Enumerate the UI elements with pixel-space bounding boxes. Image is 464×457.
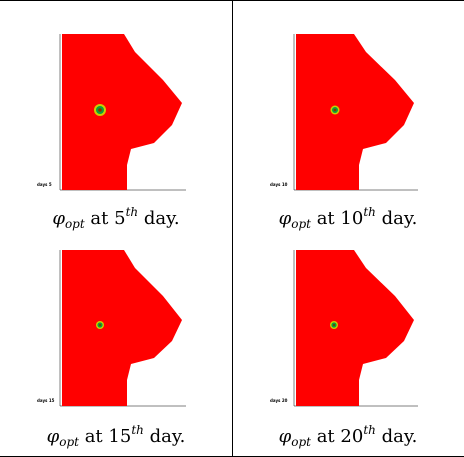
heatmap-plot-day-5: days 5 [37, 34, 186, 191]
day-label: days 20 [270, 398, 288, 403]
day-label: days 10 [270, 182, 288, 187]
figure-cell-day-15: days 15 φopt at 15th day. [0, 240, 232, 457]
heatmap-plot-day-15: days 15 [37, 250, 186, 407]
figure-caption: φopt at 5th day. [52, 205, 180, 231]
domain-region [296, 34, 414, 190]
domain-region [62, 34, 182, 190]
domain-region [62, 250, 182, 406]
figure-cell-day-5: days 5 φopt at 5th day. [0, 0, 232, 240]
table-column-divider [232, 0, 233, 457]
figure-caption: φopt at 10th day. [278, 205, 418, 231]
figure-caption: φopt at 20th day. [278, 423, 418, 449]
figure-cell-day-20: days 20 φopt at 20th day. [232, 240, 464, 457]
figure-cell-day-10: days 10 φopt at 10th day. [232, 0, 464, 240]
heatmap-plot-day-10: days 10 [270, 34, 418, 191]
heatmap-plot-day-20: days 20 [270, 250, 418, 407]
day-label: days 5 [37, 182, 52, 187]
day-label: days 15 [37, 398, 55, 403]
figure-caption: φopt at 15th day. [46, 423, 186, 449]
domain-region [296, 250, 414, 406]
